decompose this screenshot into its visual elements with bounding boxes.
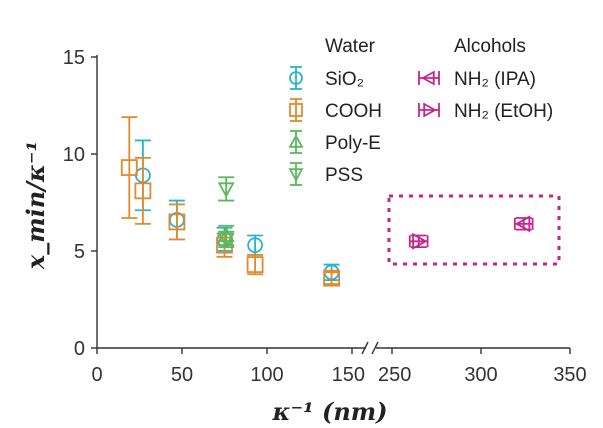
y-tick-label: 10: [63, 144, 85, 166]
legend-label: NH₂ (EtOH): [454, 101, 553, 122]
data-point: [134, 156, 152, 225]
legend-title: Water: [325, 36, 376, 57]
legend-label: NH₂ (IPA): [454, 69, 536, 90]
data-point: [120, 116, 138, 219]
series-nh-etoh: [408, 232, 429, 250]
legend-label: COOH: [325, 101, 382, 122]
x-axis-title: κ⁻¹ (nm): [271, 397, 387, 426]
series-cooh: [120, 116, 341, 287]
series-nh-ipa: [513, 215, 534, 233]
legend-label: Poly-E: [325, 133, 381, 154]
series-pss: [217, 176, 235, 249]
x-tick-label: 300: [464, 364, 497, 386]
legend-label: SiO₂: [325, 69, 364, 90]
y-tick-label: 15: [63, 47, 85, 69]
axis-break-mark: [361, 341, 369, 355]
data-point: [323, 269, 341, 287]
x-tick-label: 50: [171, 364, 193, 386]
x-tick-label: 250: [378, 364, 411, 386]
data-point: [513, 215, 534, 233]
legend-label: PSS: [325, 165, 363, 186]
data-point: [168, 203, 186, 241]
y-axis-title: x_min/κ⁻¹: [21, 141, 50, 270]
legend-column-water: Water SiO₂ COOH Poly-E PSS: [288, 36, 382, 186]
legend-entry: PSS: [288, 162, 363, 186]
alcohols-highlight-box: [387, 194, 561, 266]
highlight-box-layer: [387, 194, 561, 266]
data-point: [247, 234, 264, 256]
data-point: [408, 232, 429, 250]
legend-entry: Poly-E: [288, 130, 381, 154]
legend-entry: SiO₂: [289, 66, 364, 90]
data-point: [217, 176, 235, 202]
x-tick-label: 150: [332, 364, 365, 386]
y-tick-label: 0: [74, 338, 85, 360]
axis-break-mark: [371, 341, 379, 355]
legend-column-alcohols: Alcohols NH₂ (IPA) NH₂ (EtOH): [418, 36, 553, 122]
legend-entry: COOH: [289, 98, 382, 122]
legend-title: Alcohols: [454, 36, 526, 57]
x-tick-label: 350: [553, 364, 586, 386]
data-points: [120, 116, 534, 287]
data-point: [246, 253, 264, 276]
x-tick-label: 100: [250, 364, 283, 386]
y-tick-label: 5: [74, 241, 85, 263]
legend-entry: NH₂ (EtOH): [418, 101, 553, 122]
legend-entry: NH₂ (IPA): [418, 69, 536, 90]
data-point: [217, 230, 235, 249]
series-sio: [134, 139, 340, 282]
x-tick-label: 0: [91, 364, 102, 386]
legend: Water SiO₂ COOH Poly-E PSS Alcohols NH₂ (IPA) N…: [288, 36, 553, 186]
